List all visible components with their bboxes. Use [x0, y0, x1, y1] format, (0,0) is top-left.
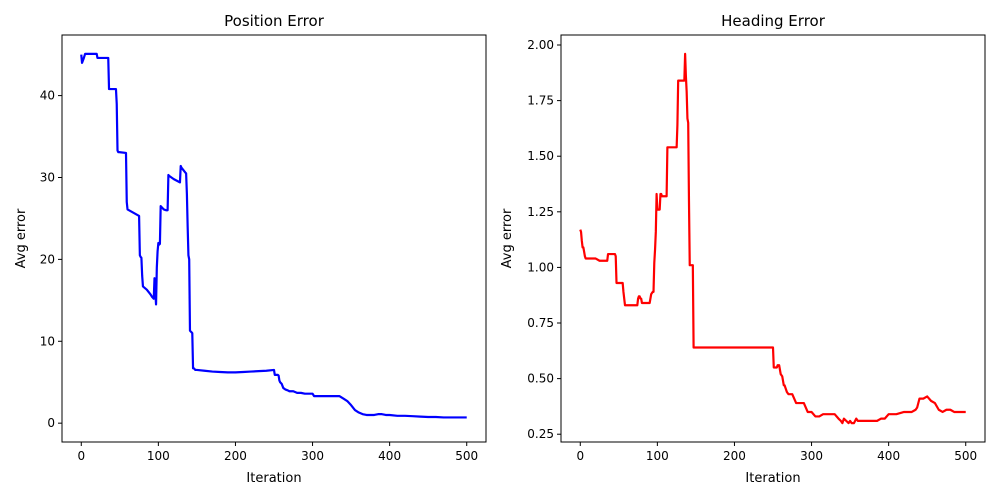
y-tick-label: 0	[47, 416, 55, 430]
x-tick-label: 0	[576, 449, 584, 463]
x-tick-label: 400	[877, 449, 900, 463]
x-tick-label: 100	[147, 449, 170, 463]
x-axis-label: Iteration	[246, 471, 301, 486]
axis-ticks: 0 100 200 300 400 500 0.25 0.50 0.75 1.00 1.25 1.50…	[527, 38, 977, 463]
x-tick-label: 0	[77, 449, 85, 463]
x-tick-label: 100	[646, 449, 669, 463]
x-tick-label: 200	[723, 449, 746, 463]
x-tick-label: 500	[455, 449, 478, 463]
chart-title: Position Error	[224, 12, 325, 30]
position-error-panel: Position Error 0 100 200 300 400 500 0 10 20 30 40…	[14, 12, 487, 486]
y-tick-label: 20	[40, 252, 55, 266]
x-tick-label: 400	[378, 449, 401, 463]
heading-error-panel: Heading Error 0 100 200 300 400 500 0.25 0.50 0.…	[500, 12, 986, 486]
axes-frame	[61, 34, 487, 443]
axis-ticks: 0 100 200 300 400 500 0 10 20 30 40	[40, 89, 478, 463]
y-tick-label: 1.50	[527, 149, 554, 163]
x-axis-label: Iteration	[745, 471, 800, 486]
position-error-series-line	[80, 52, 467, 419]
y-axis-label: Avg error	[500, 208, 515, 268]
y-tick-label: 40	[40, 89, 55, 103]
y-tick-label: 10	[40, 334, 55, 348]
y-axis-label: Avg error	[14, 208, 29, 268]
y-tick-label: 30	[40, 170, 55, 184]
x-tick-label: 300	[301, 449, 324, 463]
y-tick-label: 2.00	[527, 38, 554, 52]
y-tick-label: 1.25	[527, 205, 554, 219]
x-tick-label: 500	[954, 449, 977, 463]
y-tick-label: 1.00	[527, 260, 554, 274]
y-tick-label: 0.25	[527, 427, 554, 441]
x-tick-label: 300	[800, 449, 823, 463]
axes-frame	[560, 34, 986, 443]
chart-title: Heading Error	[721, 12, 826, 30]
y-tick-label: 0.75	[527, 316, 554, 330]
y-tick-label: 0.50	[527, 372, 554, 386]
y-tick-label: 1.75	[527, 94, 554, 108]
x-tick-label: 200	[224, 449, 247, 463]
heading-error-series-line	[579, 52, 966, 425]
